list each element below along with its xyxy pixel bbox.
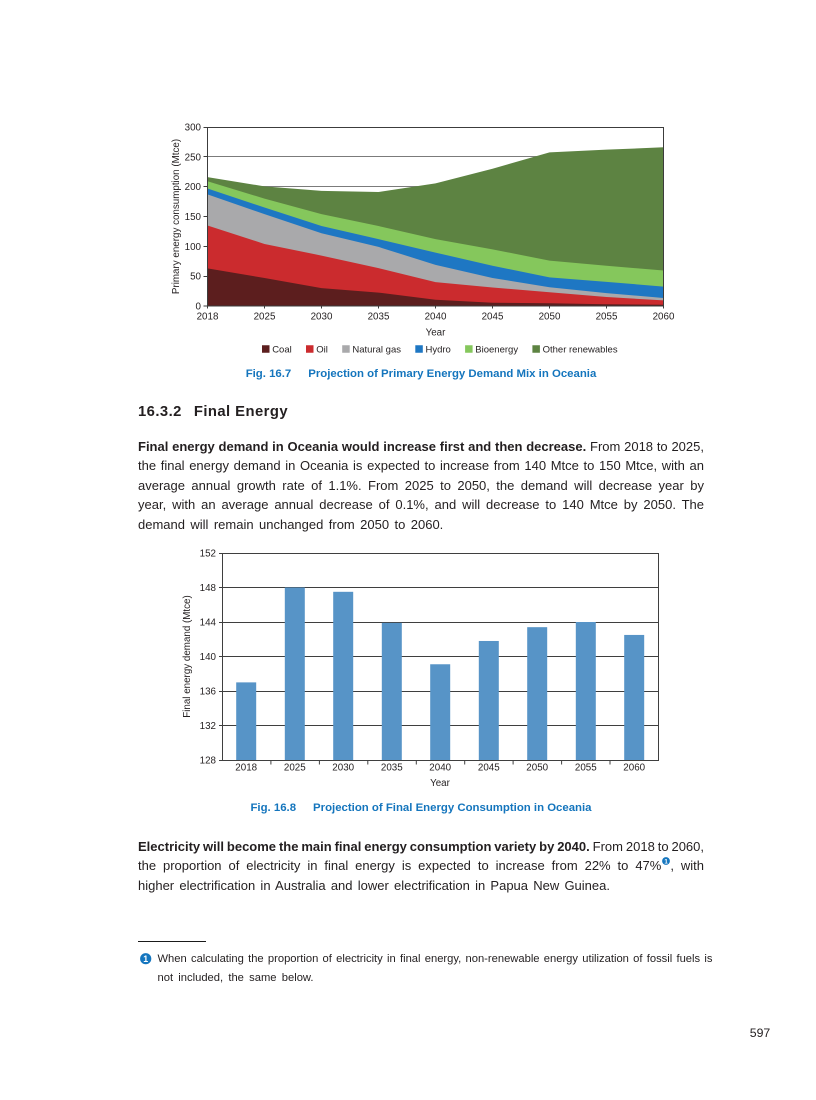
svg-text:2040: 2040 [425, 312, 447, 323]
svg-text:140: 140 [200, 652, 217, 663]
svg-text:200: 200 [185, 182, 202, 193]
svg-text:152: 152 [200, 549, 216, 560]
svg-text:2035: 2035 [368, 312, 390, 323]
svg-text:Hydro: Hydro [426, 344, 451, 355]
svg-text:2055: 2055 [575, 763, 597, 774]
svg-text:Natural gas: Natural gas [352, 344, 401, 355]
svg-text:2060: 2060 [623, 763, 645, 774]
svg-text:2030: 2030 [311, 312, 333, 323]
svg-text:Coal: Coal [272, 344, 292, 355]
svg-text:100: 100 [185, 242, 202, 253]
svg-text:2045: 2045 [478, 763, 500, 774]
svg-text:1: 1 [664, 858, 668, 865]
svg-text:1: 1 [143, 954, 148, 964]
svg-text:2018: 2018 [197, 312, 219, 323]
svg-text:148: 148 [200, 583, 217, 594]
svg-text:132: 132 [200, 721, 216, 732]
svg-text:2018: 2018 [235, 763, 257, 774]
svg-text:300: 300 [185, 123, 202, 134]
svg-text:Year: Year [430, 778, 451, 789]
svg-text:2045: 2045 [482, 312, 504, 323]
svg-text:Final energy demand (Mtce): Final energy demand (Mtce) [182, 595, 193, 718]
svg-text:144: 144 [200, 618, 217, 629]
svg-text:2055: 2055 [596, 312, 618, 323]
svg-text:2060: 2060 [653, 312, 675, 323]
svg-text:Year: Year [426, 328, 447, 339]
svg-text:2030: 2030 [332, 763, 354, 774]
svg-text:2050: 2050 [539, 312, 561, 323]
svg-text:128: 128 [200, 756, 217, 767]
svg-text:2025: 2025 [254, 312, 276, 323]
svg-text:2035: 2035 [381, 763, 403, 774]
svg-text:136: 136 [200, 687, 217, 698]
svg-text:0: 0 [196, 302, 202, 313]
svg-text:150: 150 [185, 212, 202, 223]
svg-text:50: 50 [190, 272, 201, 283]
svg-text:250: 250 [185, 152, 202, 163]
svg-text:Other renewables: Other renewables [543, 344, 618, 355]
svg-text:Bioenergy: Bioenergy [475, 344, 518, 355]
svg-text:2040: 2040 [429, 763, 451, 774]
svg-text:2025: 2025 [284, 763, 306, 774]
svg-text:Primary energy consumption (Mt: Primary energy consumption (Mtce) [171, 139, 182, 294]
svg-text:Oil: Oil [316, 344, 328, 355]
svg-text:2050: 2050 [526, 763, 548, 774]
